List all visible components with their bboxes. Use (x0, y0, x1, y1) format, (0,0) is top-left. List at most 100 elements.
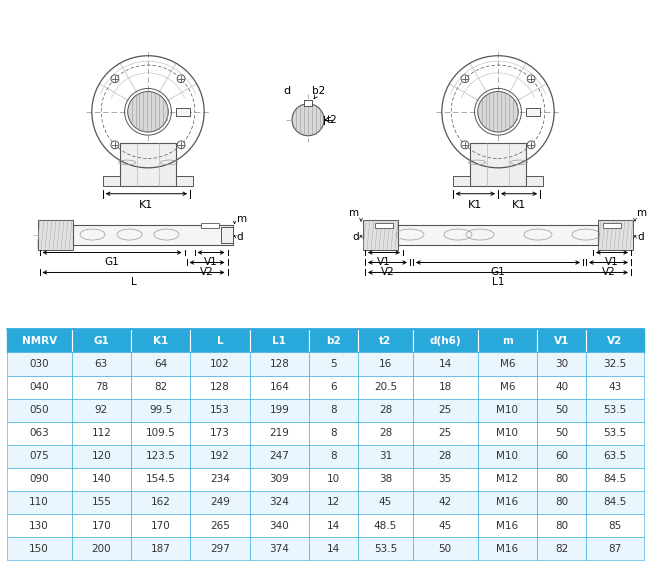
Text: K1: K1 (153, 336, 168, 346)
Bar (250, 329, 309, 352)
Text: M16: M16 (497, 498, 519, 507)
Text: 45: 45 (379, 498, 392, 507)
Bar (526, 176, 543, 186)
Circle shape (461, 141, 469, 149)
Bar (586, 468, 644, 491)
Text: 340: 340 (270, 521, 289, 530)
Bar (131, 514, 190, 537)
Bar (586, 422, 644, 445)
Bar (190, 468, 250, 491)
Bar (358, 537, 413, 560)
Bar (413, 445, 478, 468)
Text: 150: 150 (29, 544, 49, 553)
Text: m: m (349, 208, 359, 217)
Text: m: m (502, 336, 513, 346)
Bar (6, 399, 72, 422)
Bar (358, 445, 413, 468)
Bar (478, 352, 537, 376)
Text: 090: 090 (29, 475, 49, 484)
Text: 155: 155 (92, 498, 111, 507)
Bar (358, 468, 413, 491)
Text: d: d (237, 231, 243, 242)
Text: V2: V2 (381, 267, 395, 278)
Text: L: L (216, 336, 224, 346)
Bar (6, 514, 72, 537)
Text: 18: 18 (439, 382, 452, 392)
Text: 154.5: 154.5 (146, 475, 176, 484)
Text: 173: 173 (210, 428, 230, 438)
Bar (131, 376, 190, 399)
Bar (6, 491, 72, 514)
Bar (413, 422, 478, 445)
Text: 309: 309 (270, 475, 289, 484)
Text: V1: V1 (377, 257, 391, 267)
Text: 130: 130 (29, 521, 49, 530)
Circle shape (111, 75, 119, 83)
Text: 50: 50 (555, 405, 568, 415)
Text: 84.5: 84.5 (603, 475, 627, 484)
Bar (413, 329, 478, 352)
Text: 140: 140 (92, 475, 111, 484)
Text: 199: 199 (270, 405, 289, 415)
Text: V2: V2 (200, 267, 214, 278)
Text: 249: 249 (210, 498, 230, 507)
Bar (309, 352, 358, 376)
Bar (413, 514, 478, 537)
Bar (453, 176, 470, 186)
Text: M6: M6 (500, 359, 515, 369)
Text: 120: 120 (92, 452, 111, 461)
Bar (250, 445, 309, 468)
Bar (6, 537, 72, 560)
Text: 64: 64 (154, 359, 167, 369)
Bar (478, 491, 537, 514)
Text: 53.5: 53.5 (603, 405, 627, 415)
Text: d: d (283, 86, 290, 96)
Circle shape (527, 141, 535, 149)
Text: 6: 6 (330, 382, 337, 392)
Text: 42: 42 (439, 498, 452, 507)
Bar (131, 352, 190, 376)
Bar (398, 225, 598, 244)
Bar (190, 329, 250, 352)
Bar (413, 399, 478, 422)
Bar (537, 468, 586, 491)
Text: 82: 82 (555, 544, 568, 553)
Text: 109.5: 109.5 (146, 428, 176, 438)
Text: K1: K1 (512, 200, 527, 209)
Bar (72, 329, 131, 352)
Text: b2: b2 (326, 336, 341, 346)
Bar (190, 537, 250, 560)
Text: 40: 40 (555, 382, 568, 392)
Text: 87: 87 (608, 544, 621, 553)
Text: 35: 35 (439, 475, 452, 484)
Text: 12: 12 (327, 498, 341, 507)
Bar (586, 329, 644, 352)
Text: 162: 162 (151, 498, 170, 507)
Bar (103, 176, 120, 186)
Text: 60: 60 (555, 452, 568, 461)
Bar (250, 537, 309, 560)
Bar (358, 352, 413, 376)
Text: 170: 170 (151, 521, 170, 530)
Bar (526, 108, 540, 115)
Text: t2: t2 (327, 115, 338, 125)
Circle shape (478, 92, 518, 132)
Text: 48.5: 48.5 (374, 521, 397, 530)
Text: 050: 050 (29, 405, 49, 415)
Bar (309, 491, 358, 514)
Text: 324: 324 (270, 498, 289, 507)
Text: 297: 297 (210, 544, 230, 553)
Text: 219: 219 (270, 428, 289, 438)
Text: 50: 50 (439, 544, 452, 553)
Bar (6, 329, 644, 352)
Text: 112: 112 (92, 428, 111, 438)
Text: 16: 16 (379, 359, 392, 369)
Polygon shape (598, 220, 633, 249)
Text: 5: 5 (330, 359, 337, 369)
Bar (478, 537, 537, 560)
Text: 80: 80 (555, 521, 568, 530)
Text: G1: G1 (491, 267, 506, 278)
Bar (537, 329, 586, 352)
Text: m: m (237, 213, 246, 224)
Bar (358, 514, 413, 537)
